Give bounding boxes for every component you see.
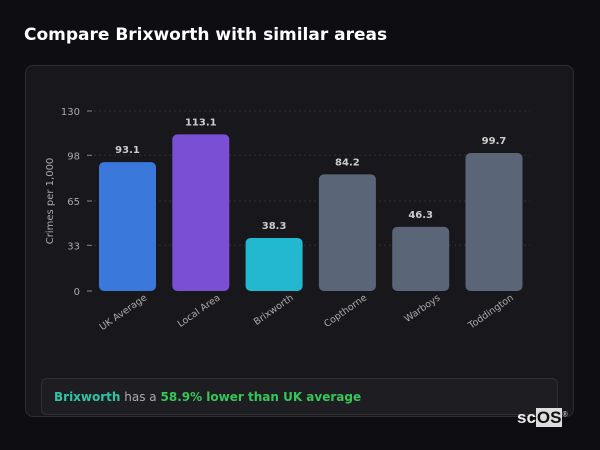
area-name: Brixworth	[54, 390, 121, 404]
data-label: 84.2	[335, 157, 360, 168]
x-tick-label: Local Area	[176, 292, 223, 329]
y-tick-label: 98	[67, 151, 80, 162]
data-label: 93.1	[115, 145, 140, 156]
bar-copthorne	[318, 174, 376, 291]
y-axis-label: Crimes per 1,000	[45, 158, 56, 245]
bar-warboys	[392, 226, 450, 291]
y-tick-label: 130	[61, 107, 80, 118]
bar-local-area	[172, 134, 230, 291]
bar-uk-average	[99, 162, 156, 291]
y-tick-label: 0	[74, 287, 80, 298]
data-label: 113.1	[185, 117, 217, 128]
y-tick-label: 65	[67, 197, 80, 208]
bar-toddington	[465, 152, 523, 291]
y-tick-label: 33	[67, 241, 80, 252]
bar-brixworth	[245, 237, 303, 291]
x-tick-label: UK Average	[98, 292, 150, 333]
logo: scOS®	[517, 408, 568, 427]
summary-box: Brixworth has a 58.9% lower than UK aver…	[41, 378, 558, 415]
data-label: 46.3	[408, 210, 433, 221]
data-label: 38.3	[262, 221, 287, 232]
page-title: Compare Brixworth with similar areas	[24, 25, 388, 45]
comparison-text: 58.9% lower than UK average	[160, 390, 362, 404]
x-tick-label: Brixworth	[252, 292, 296, 327]
x-tick-label: Copthorne	[322, 292, 369, 330]
summary-text: has a	[124, 390, 157, 404]
x-tick-label: Warboys	[403, 292, 443, 325]
data-label: 99.7	[482, 136, 507, 147]
x-tick-label: Toddington	[466, 292, 516, 332]
